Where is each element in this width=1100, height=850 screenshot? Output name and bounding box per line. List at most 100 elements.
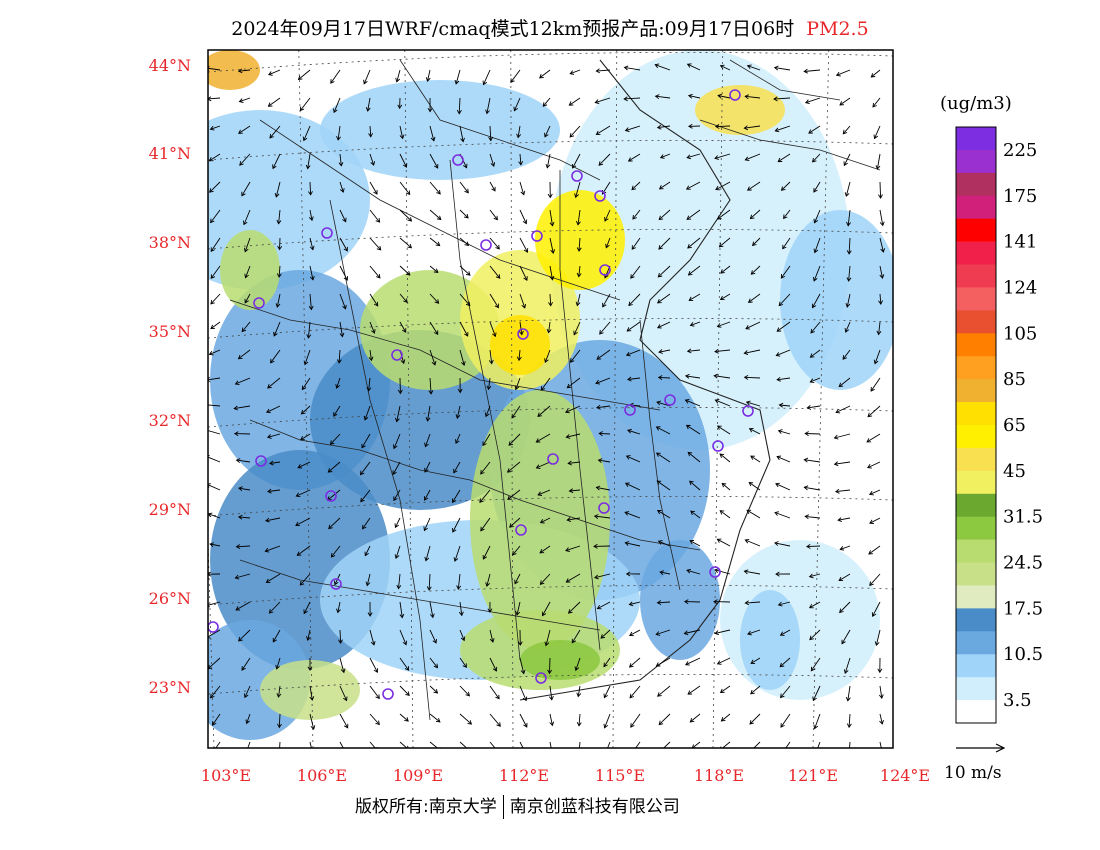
wind-arrowhead: [539, 580, 545, 585]
parallel-line: [208, 496, 893, 517]
wind-arrow: [278, 265, 281, 278]
wind-arrow: [627, 429, 641, 435]
wind-arrowhead: [267, 71, 273, 76]
wind-arrow: [208, 430, 221, 435]
wind-arrowhead: [685, 661, 690, 666]
wind-arrowhead: [566, 383, 572, 389]
wind-arrow: [511, 405, 521, 419]
wind-arrow: [810, 657, 821, 672]
wind-arrowhead: [745, 325, 750, 330]
wind-arrow: [336, 377, 341, 389]
wind-arrow: [570, 349, 581, 363]
wind-arrowhead: [432, 638, 437, 644]
wind-arrow: [870, 377, 881, 392]
wind-arrow: [602, 293, 611, 308]
wind-arrowhead: [506, 468, 512, 473]
wind-arrowhead: [464, 331, 469, 337]
wind-arrow: [485, 405, 491, 417]
wind-arrowhead: [713, 373, 719, 379]
wind-arrow: [301, 405, 311, 415]
parallel-line: [208, 52, 893, 73]
wind-arrow: [845, 321, 851, 333]
wind-arrow: [578, 713, 581, 726]
wind-arrowhead: [208, 156, 214, 162]
colorbar-label: 17.5: [1003, 598, 1043, 619]
wind-arrow: [235, 573, 251, 579]
wind-arrowhead: [686, 154, 692, 160]
wind-arrowhead: [489, 638, 495, 643]
wind-arrowhead: [365, 581, 371, 587]
wind-arrow: [846, 293, 851, 308]
wind-arrowhead: [433, 688, 439, 694]
wind-arrow: [489, 209, 498, 220]
wind-arrowhead: [571, 638, 577, 644]
wind-arrowhead: [684, 373, 690, 379]
wind-arrow: [656, 426, 671, 435]
wind-arrowhead: [873, 134, 879, 140]
wind-arrowhead: [296, 551, 302, 556]
wind-arrow: [307, 629, 311, 641]
wind-arrow: [687, 452, 701, 463]
wind-arrow: [537, 489, 551, 496]
wind-arrow: [812, 685, 821, 701]
wind-arrowhead: [603, 662, 608, 668]
wind-arrowhead: [835, 408, 841, 414]
wind-arrow: [544, 349, 551, 363]
wind-arrow: [879, 685, 883, 699]
wind-arrow: [309, 293, 312, 310]
wind-arrowhead: [603, 693, 608, 699]
wind-arrowhead: [775, 571, 780, 577]
wind-arrow: [656, 657, 671, 667]
wind-arrow: [399, 153, 407, 168]
wind-arrow: [458, 97, 461, 114]
wind-arrow: [396, 69, 401, 82]
parallel-line: [208, 140, 893, 161]
wind-arrowhead: [537, 412, 542, 417]
wind-arrowhead: [806, 405, 812, 410]
wind-arrow: [363, 69, 371, 84]
wind-arrowhead: [869, 519, 874, 524]
wind-arrow: [804, 459, 821, 463]
wind-arrowhead: [714, 568, 719, 574]
wind-arrowhead: [841, 639, 846, 645]
wind-arrow: [399, 209, 412, 222]
wind-arrow: [812, 293, 821, 308]
wind-arrowhead: [520, 669, 526, 675]
wind-arrowhead: [811, 303, 817, 309]
wind-arrow: [545, 629, 551, 646]
wind-arrow: [804, 69, 821, 72]
wind-arrowhead: [569, 358, 575, 363]
wind-arrow: [745, 153, 761, 161]
wind-arrowhead: [631, 185, 636, 191]
pm25-patch: [470, 390, 610, 650]
wind-arrowhead: [624, 482, 630, 487]
wind-arrow: [429, 377, 432, 394]
wind-arrow: [748, 293, 761, 303]
wind-arrow: [369, 237, 382, 251]
wind-arrowhead: [273, 331, 278, 337]
wind-arrow: [869, 573, 881, 586]
wind-arrowhead: [523, 722, 528, 728]
wind-arrow: [847, 685, 851, 701]
wind-arrow: [655, 95, 671, 99]
wind-arrowhead: [373, 189, 378, 195]
wind-arrowhead: [717, 93, 723, 99]
wind-arrowhead: [718, 242, 724, 248]
wind-arrowhead: [212, 721, 217, 726]
wind-arrowhead: [655, 426, 661, 431]
wind-arrow: [507, 461, 521, 473]
wind-arrowhead: [867, 464, 872, 469]
wind-arrowhead: [405, 691, 410, 697]
lat-label-26n: 26°N: [149, 589, 191, 608]
wind-arrow: [270, 349, 281, 364]
wind-arrowhead: [234, 574, 240, 580]
wind-arrow: [686, 569, 701, 575]
wind-arrow: [747, 65, 761, 71]
wind-arrow: [301, 377, 311, 390]
lat-label-38n: 38°N: [149, 233, 191, 252]
wind-arrow: [565, 405, 581, 413]
wind-arrow: [835, 489, 851, 493]
wind-arrowhead: [750, 689, 755, 695]
city-station-marker: [547, 453, 559, 465]
wind-arrow: [715, 125, 731, 128]
